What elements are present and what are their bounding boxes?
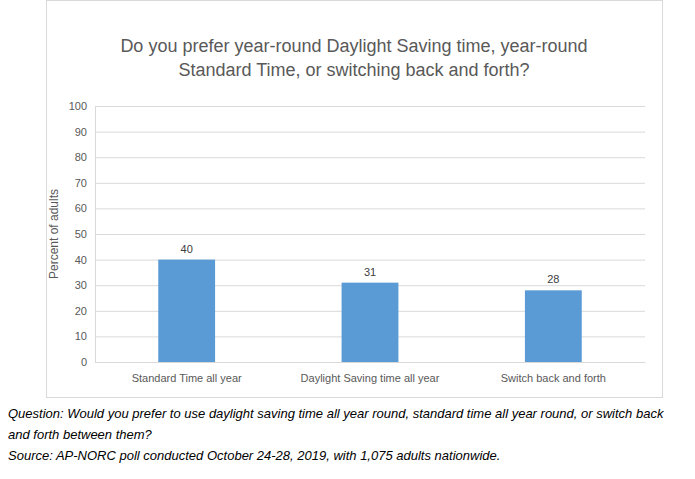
y-tick-label: 70 [75,177,87,189]
y-tick-label: 0 [81,356,87,368]
caption: Question: Would you prefer to use daylig… [8,406,665,442]
data-label: 28 [547,273,559,285]
y-tick: 90 [75,126,95,138]
y-tick-label: 40 [75,254,87,266]
data-labels: 40 31 28 [181,243,560,286]
bars [158,260,582,362]
x-tick-label: Switch back and forth [501,372,606,384]
text-line: Do you prefer year-round Daylight Saving… [120,36,587,56]
y-tick-label: 60 [75,202,87,214]
grid-line [95,132,645,133]
y-tick: 10 [75,330,95,342]
y-tick: 20 [75,305,95,317]
y-tick: 70 [75,177,95,189]
text-line: Question: Would you prefer to use daylig… [8,406,665,421]
x-tick-label: Standard Time all year [132,372,242,384]
grid-line [95,157,645,158]
y-tick-label: 20 [75,305,87,317]
data-label: 31 [364,266,376,278]
y-tick-label: 80 [75,151,87,163]
grid-line [95,106,645,107]
text-line: Standard Time, or switching back and for… [178,60,529,80]
y-tick: 30 [75,279,95,291]
chart: Do you prefer year-round Daylight Saving… [0,0,695,479]
grid [95,107,645,363]
data-label: 40 [181,243,193,255]
y-tick-label: 30 [75,279,87,291]
y-tick-label: 50 [75,228,87,240]
x-tick: Daylight Saving time all year [301,362,440,384]
y-tick: 0 [81,356,95,368]
text-line: and forth between them? [8,427,153,442]
title: Do you prefer year-round Daylight Saving… [120,36,587,80]
y-tick: 60 [75,202,95,214]
x-axis-line [96,362,646,363]
x-tick: Switch back and forth [501,362,606,384]
x-tick-label: Daylight Saving time all year [301,372,440,384]
bar [342,283,399,362]
grid-line [95,208,645,209]
y-axis-title: Percent of adults [47,189,61,279]
x-tick: Standard Time all year [132,362,242,384]
text-line: Source: AP-NORC poll conducted October 2… [8,448,500,463]
y-tick-label: 90 [75,126,87,138]
caption: Source: AP-NORC poll conducted October 2… [8,448,500,463]
y-axis: 0 10 20 30 40 50 60 70 80 90 100 [69,100,96,368]
y-tick: 80 [75,151,95,163]
y-tick-label: 100 [69,100,87,112]
grid-line [95,362,645,363]
x-axis: Standard Time all year Daylight Saving ti… [96,362,646,384]
bar [158,260,215,362]
y-tick-label: 10 [75,330,87,342]
grid-line [95,234,645,235]
chart-frame [47,1,663,398]
grid-line [95,183,645,184]
y-tick: 40 [75,254,95,266]
y-tick: 100 [69,100,95,112]
y-axis-line [95,107,96,363]
y-tick: 50 [75,228,95,240]
bar [525,290,582,362]
